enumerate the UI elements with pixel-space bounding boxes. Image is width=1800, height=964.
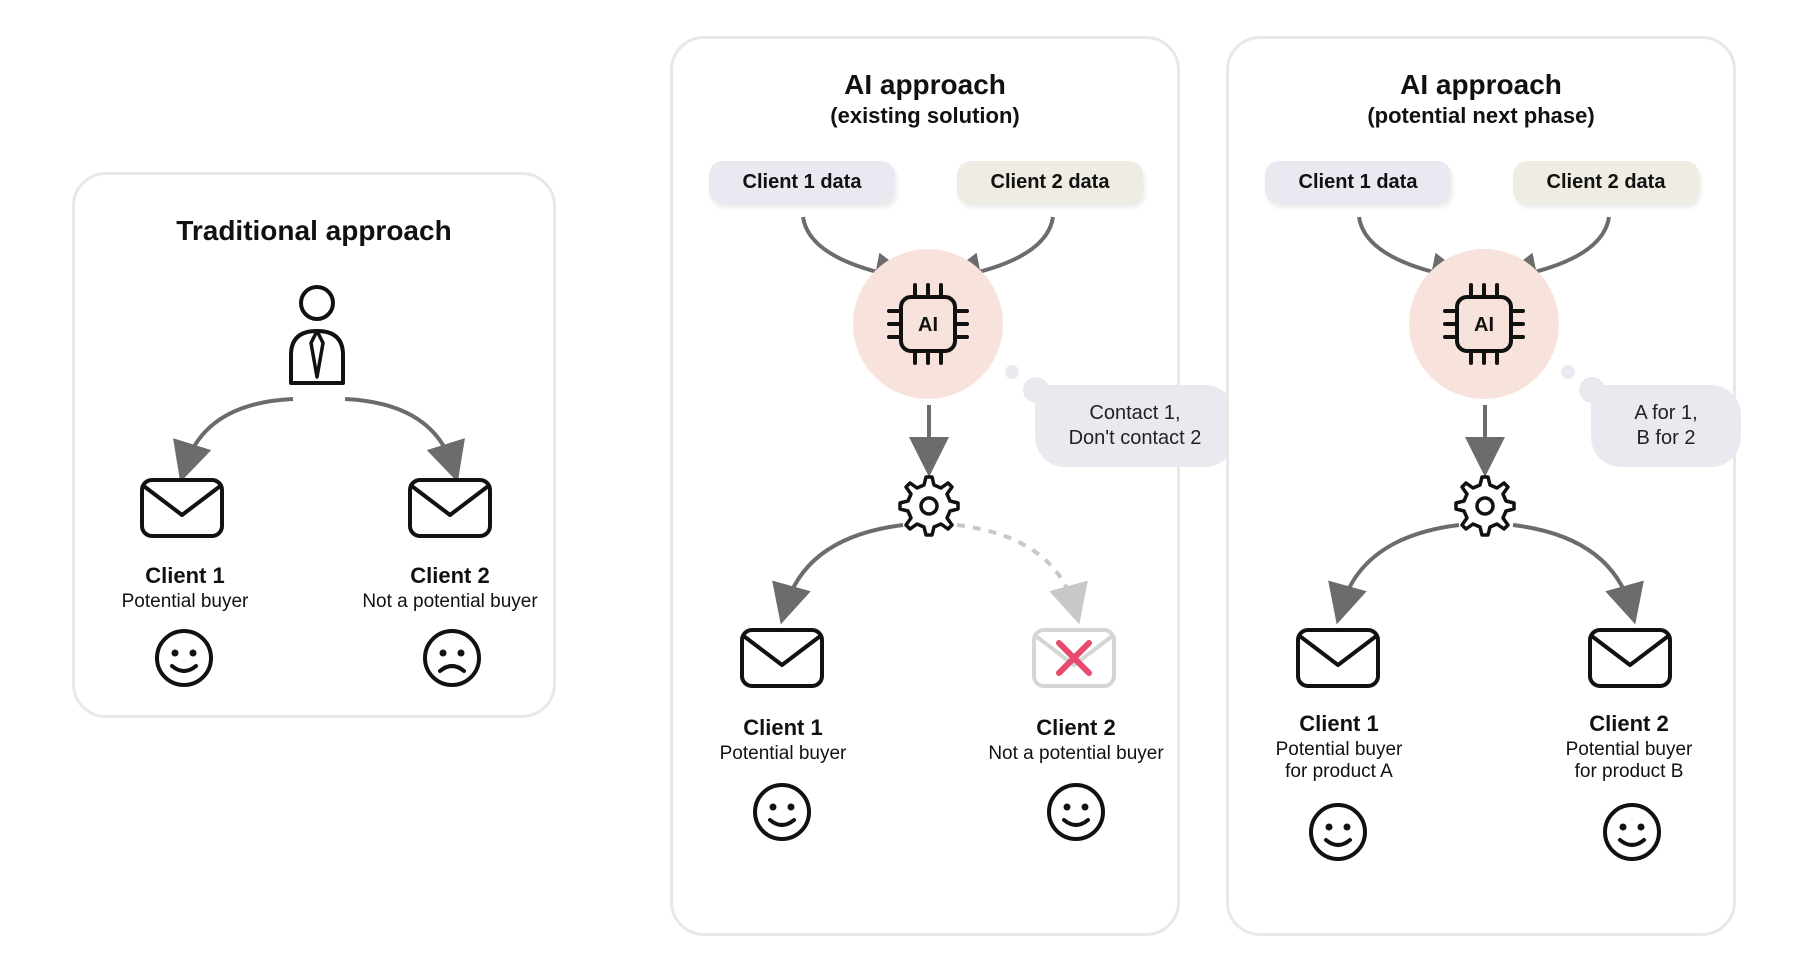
client2-sub: Not a potential buyer — [335, 591, 565, 613]
client2-sub1: Potential buyer — [1539, 739, 1719, 761]
client1-data-pill: Client 1 data — [709, 161, 895, 204]
bubble-line1: A for 1, — [1634, 402, 1697, 424]
thought-bubble: Contact 1, Don't contact 2 — [1035, 385, 1235, 467]
arrow-ai-to-gear — [919, 401, 939, 475]
happy-face-icon — [1045, 781, 1107, 843]
arrow-person-to-env2 — [333, 393, 473, 483]
bubble-line2: Don't contact 2 — [1069, 427, 1202, 449]
client2-data-pill: Client 2 data — [1513, 161, 1699, 204]
thought-tail — [1561, 365, 1575, 379]
client1-sub: Potential buyer — [95, 591, 275, 613]
svg-text:AI: AI — [918, 314, 938, 336]
happy-face-icon — [1601, 801, 1663, 863]
happy-face-icon — [153, 627, 215, 689]
client2-name: Client 2 — [1036, 715, 1115, 740]
client2-name: Client 2 — [410, 563, 489, 588]
panel3-title: AI approach — [1229, 69, 1733, 101]
thought-bubble: A for 1, B for 2 — [1591, 385, 1741, 467]
client2-sub: Not a potential buyer — [961, 743, 1191, 765]
panel2-client1: Client 1 Potential buyer — [693, 715, 873, 765]
sad-face-icon — [421, 627, 483, 689]
client1-sub2: for product A — [1249, 761, 1429, 783]
client1-name: Client 1 — [743, 715, 822, 740]
envelope-icon — [739, 627, 825, 689]
client2-name: Client 2 — [1589, 711, 1668, 736]
envelope-icon — [407, 477, 493, 539]
arrow-gear-to-env2-dashed — [945, 519, 1095, 623]
panel1-title: Traditional approach — [75, 215, 553, 247]
envelope-icon — [1587, 627, 1673, 689]
thought-tail — [1005, 365, 1019, 379]
panel-ai-next: AI approach (potential next phase) Clien… — [1226, 36, 1736, 936]
client1-name: Client 1 — [1299, 711, 1378, 736]
ai-chip-icon: AI — [885, 279, 971, 369]
client2-sub2: for product B — [1539, 761, 1719, 783]
arrow-ai-to-gear — [1475, 401, 1495, 475]
panel2-client2: Client 2 Not a potential buyer — [961, 715, 1191, 765]
panel2-title: AI approach — [673, 69, 1177, 101]
happy-face-icon — [751, 781, 813, 843]
panel-traditional: Traditional approach Client 1 Potential … — [72, 172, 556, 718]
happy-face-icon — [1307, 801, 1369, 863]
envelope-rejected-icon — [1031, 627, 1117, 689]
panel2-subtitle: (existing solution) — [673, 103, 1177, 129]
arrow-gear-to-env1 — [1321, 519, 1471, 623]
client1-data-pill: Client 1 data — [1265, 161, 1451, 204]
arrow-gear-to-env2 — [1501, 519, 1651, 623]
panel-ai-existing: AI approach (existing solution) Client 1… — [670, 36, 1180, 936]
panel3-subtitle: (potential next phase) — [1229, 103, 1733, 129]
arrow-person-to-env1 — [165, 393, 305, 483]
panel1-client1: Client 1 Potential buyer — [95, 563, 275, 613]
client1-sub1: Potential buyer — [1249, 739, 1429, 761]
panel3-client1: Client 1 Potential buyer for product A — [1249, 711, 1429, 783]
envelope-icon — [139, 477, 225, 539]
ai-chip-icon: AI — [1441, 279, 1527, 369]
bubble-line1: Contact 1, — [1089, 402, 1180, 424]
client1-sub: Potential buyer — [693, 743, 873, 765]
panel3-client2: Client 2 Potential buyer for product B — [1539, 711, 1719, 783]
person-icon — [277, 283, 357, 391]
client1-name: Client 1 — [145, 563, 224, 588]
envelope-icon — [1295, 627, 1381, 689]
svg-text:AI: AI — [1474, 314, 1494, 336]
client2-data-pill: Client 2 data — [957, 161, 1143, 204]
arrow-gear-to-env1 — [765, 519, 915, 623]
panel1-client2: Client 2 Not a potential buyer — [335, 563, 565, 613]
bubble-line2: B for 2 — [1637, 427, 1696, 449]
